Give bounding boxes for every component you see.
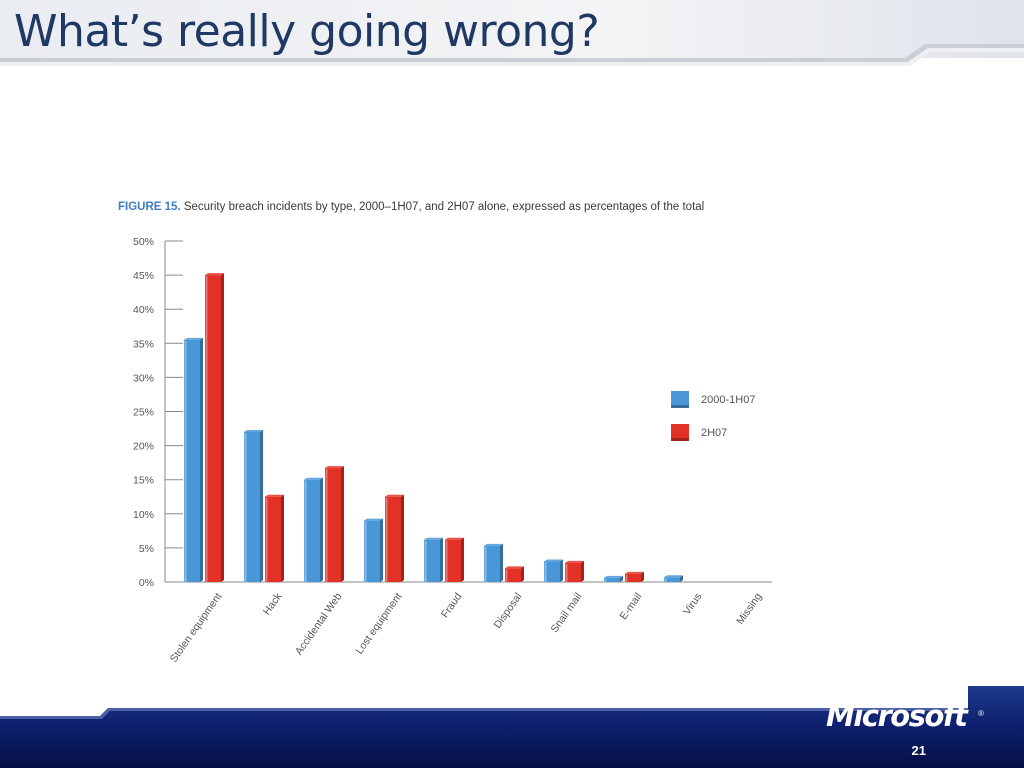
- bar-side-face: [620, 575, 623, 582]
- bar-side-face: [221, 273, 224, 582]
- bar-series-1: [244, 431, 260, 582]
- y-tick-label: 30%: [133, 372, 154, 384]
- bar-series-2: [565, 562, 581, 582]
- bar-top-face: [244, 429, 263, 432]
- bar-side-face: [341, 466, 344, 582]
- x-category-label: Missing: [734, 591, 764, 627]
- bar-top-face: [184, 337, 203, 340]
- bar-top-face: [604, 575, 623, 578]
- y-tick-label: 10%: [133, 509, 154, 521]
- bar-series-2: [445, 539, 461, 582]
- bar-side-face: [380, 518, 383, 582]
- bar-series-1: [184, 339, 200, 582]
- legend-swatch-2: [671, 424, 689, 441]
- bar-series-2: [325, 468, 341, 582]
- y-tick-label: 35%: [133, 338, 154, 350]
- bar-series-1: [424, 539, 440, 582]
- x-category-label: Fraud: [439, 591, 465, 620]
- legend-label-1: 2000-1H07: [701, 394, 755, 406]
- bar-side-face: [581, 560, 584, 582]
- slide-title: What’s really going wrong?: [14, 6, 600, 57]
- y-tick-label: 0%: [139, 577, 154, 589]
- bar-series-2: [385, 496, 401, 582]
- y-tick-label: 50%: [133, 236, 154, 248]
- y-tick-label: 25%: [133, 407, 154, 419]
- bar-top-face: [664, 575, 683, 578]
- bar-top-face: [205, 273, 224, 276]
- bar-side-face: [521, 566, 524, 582]
- x-category-label: Virus: [681, 591, 704, 617]
- bar-side-face: [320, 477, 323, 582]
- bar-top-face: [544, 559, 563, 562]
- bar-side-face: [440, 537, 443, 582]
- x-category-label: Disposal: [492, 591, 525, 631]
- y-tick-label: 5%: [139, 543, 154, 555]
- bar-side-face: [200, 337, 203, 582]
- chart-title: FIGURE 15. Security breach incidents by …: [118, 201, 704, 213]
- x-category-label: Lost equipment: [353, 591, 404, 657]
- bar-side-face: [260, 429, 263, 582]
- bar-top-face: [424, 537, 443, 540]
- bar-series-1: [664, 577, 680, 582]
- legend-swatch-shadow: [671, 405, 689, 408]
- bar-side-face: [500, 543, 503, 582]
- y-tick-label: 40%: [133, 304, 154, 316]
- bar-side-face: [461, 537, 464, 582]
- footer-band: [0, 686, 1024, 768]
- bar-top-face: [304, 477, 323, 480]
- legend-swatch-shadow: [671, 438, 689, 441]
- y-tick-label: 45%: [133, 270, 154, 282]
- bar-series-1: [304, 479, 320, 582]
- bar-series-1: [364, 520, 380, 582]
- bar-side-face: [560, 559, 563, 582]
- bar-top-face: [484, 543, 503, 546]
- x-category-label: E-mail: [618, 591, 645, 622]
- bar-series-1: [484, 545, 500, 582]
- bar-top-face: [265, 494, 284, 497]
- bar-top-face: [445, 537, 464, 540]
- microsoft-logo: Microsoft: [826, 699, 968, 733]
- bar-side-face: [281, 494, 284, 582]
- bar-series-2: [205, 275, 221, 582]
- x-category-label: Accidental Web: [293, 591, 345, 658]
- legend-label-2: 2H07: [701, 427, 727, 439]
- bar-side-face: [641, 571, 644, 582]
- bar-series-2: [505, 568, 521, 582]
- x-category-label: Hack: [261, 590, 285, 617]
- y-tick-label: 15%: [133, 475, 154, 487]
- x-category-label: Snail mail: [549, 591, 585, 635]
- x-category-label: Stolen equipment: [168, 591, 225, 665]
- registered-mark: ®: [978, 709, 984, 718]
- bar-top-face: [625, 571, 644, 574]
- bar-top-face: [364, 518, 383, 521]
- y-tick-label: 20%: [133, 441, 154, 453]
- bar-top-face: [385, 494, 404, 497]
- chart-title-figure-label: FIGURE 15.: [118, 201, 184, 213]
- title-band: [0, 0, 1024, 66]
- bar-top-face: [505, 566, 524, 569]
- page-number: 21: [911, 743, 926, 758]
- bar-series-2: [265, 496, 281, 582]
- bar-series-1: [604, 577, 620, 582]
- bar-series-2: [625, 573, 641, 582]
- chart-title-text: Security breach incidents by type, 2000–…: [184, 201, 704, 213]
- bar-top-face: [565, 560, 584, 563]
- bar-side-face: [401, 494, 404, 582]
- legend-swatch-1: [671, 391, 689, 408]
- bar-series-1: [544, 561, 560, 582]
- bar-top-face: [325, 466, 344, 469]
- bar-side-face: [680, 575, 683, 582]
